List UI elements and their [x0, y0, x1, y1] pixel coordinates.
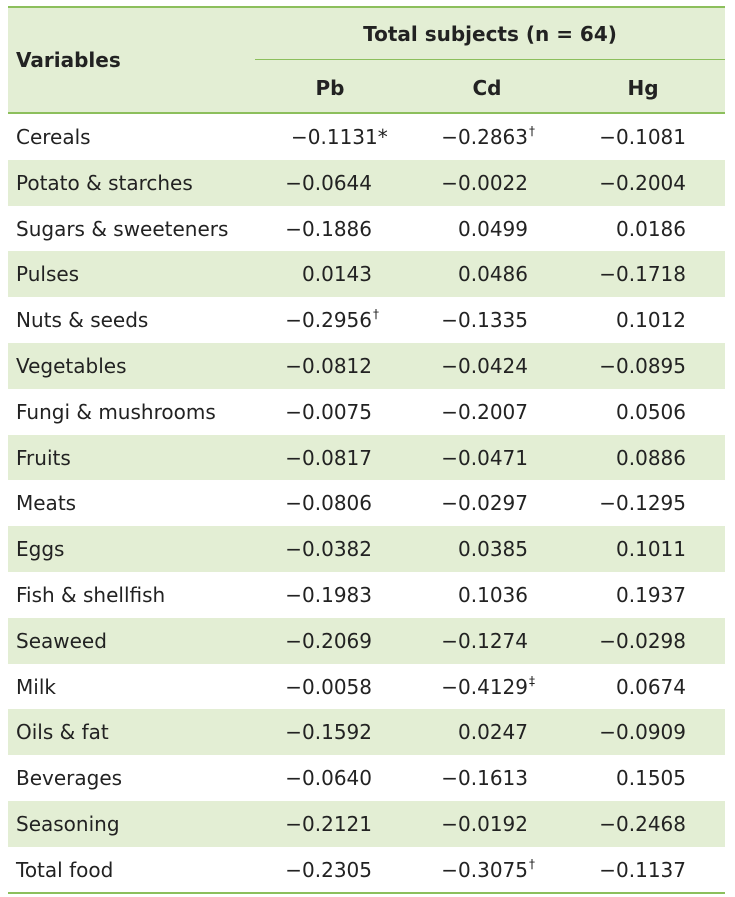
- cell-value: −0.1081: [599, 125, 686, 149]
- header-rule: [8, 112, 725, 114]
- row-label: Eggs: [16, 537, 65, 562]
- row-label: Seasoning: [16, 812, 120, 836]
- cell-value: −0.2004: [599, 170, 686, 195]
- cell-value: −0.0075: [285, 399, 372, 424]
- row-label: Beverages: [16, 766, 123, 791]
- cell-value: −0.3075 †: [438, 857, 535, 882]
- column-header: Hg: [627, 76, 659, 100]
- column-header: Pb: [315, 76, 345, 100]
- row-band: [8, 434, 725, 481]
- group-rule: [255, 59, 725, 60]
- cell-value: 0.0674: [616, 674, 686, 699]
- cell-value: 0.1937: [616, 583, 686, 607]
- cell-value: −0.0806: [285, 491, 372, 516]
- cell-value: −0.1137: [599, 857, 686, 882]
- cell-value: −0.1335: [441, 308, 528, 333]
- cell-value: −0.0022: [441, 170, 528, 195]
- cell-value: −0.0640: [285, 766, 372, 791]
- row-label: Total food: [16, 857, 114, 882]
- cell-value: −0.0812: [285, 354, 372, 378]
- cell-value: −0.0471: [441, 445, 528, 470]
- row-label: Meats: [16, 491, 77, 516]
- cell-value: 0.0247: [458, 720, 528, 745]
- cell-value: −0.0297: [441, 491, 528, 516]
- row-label: Seaweed: [16, 628, 107, 653]
- cell-value: −0.1983: [285, 583, 372, 607]
- row-band: [8, 343, 725, 389]
- cell-value: −0.1131*: [291, 125, 388, 149]
- cell-value: 0.0506: [616, 399, 686, 424]
- cell-value: −0.0192: [441, 812, 528, 836]
- cell-value: −0.0895: [599, 354, 686, 378]
- cell-value: 0.1012: [616, 308, 686, 333]
- cell-value: −0.2305: [285, 857, 372, 882]
- cell-value: −0.0298: [599, 628, 686, 653]
- cell-value: −0.1886: [285, 216, 372, 241]
- column-header: Cd: [472, 76, 502, 100]
- cell-value: −0.0382: [285, 537, 372, 562]
- cell-value: −0.2468: [599, 812, 686, 836]
- footnote-mark: †: [529, 124, 535, 138]
- cell-value: −0.1613: [441, 766, 528, 791]
- cell-value: −0.0058: [285, 674, 372, 699]
- row-label: Nuts & seeds: [16, 308, 149, 333]
- cell-value: 0.0486: [458, 262, 528, 287]
- cell-value: 0.0499: [458, 216, 528, 241]
- cell-value: 0.0143: [302, 262, 372, 287]
- cell-value: −0.1718: [599, 262, 686, 287]
- cell-value: −0.0424: [441, 354, 528, 378]
- cell-value: −0.1592: [285, 720, 372, 745]
- cell-value: 0.0385: [458, 537, 528, 562]
- row-band: [8, 617, 725, 664]
- footnote-mark: †: [529, 856, 535, 871]
- row-label: Fish & shellfish: [16, 583, 166, 607]
- row-label: Fruits: [16, 445, 71, 470]
- cell-value: 0.1505: [616, 766, 686, 791]
- footnote-mark: †: [373, 307, 379, 322]
- cell-value: −0.2121: [285, 812, 372, 836]
- cell-value: −0.4129 ‡: [438, 674, 535, 699]
- cell-value: −0.0644: [285, 170, 372, 195]
- cell-value: −0.0909: [599, 720, 686, 745]
- cell-value: −0.2069: [285, 628, 372, 653]
- row-label: Fungi & mushrooms: [16, 399, 216, 424]
- row-band: [8, 526, 725, 572]
- cell-value: −0.2863 †: [438, 124, 535, 149]
- row-band: [8, 251, 725, 298]
- bottom-rule: [8, 891, 725, 894]
- row-label: Potato & starches: [16, 170, 193, 195]
- cell-value: −0.0817: [285, 445, 372, 470]
- cell-value: −0.1274: [441, 628, 528, 653]
- row-label: Cereals: [16, 125, 91, 149]
- cell-value: 0.1011: [616, 537, 686, 562]
- top-rule: [8, 6, 725, 8]
- cell-value: 0.0886: [616, 445, 686, 470]
- cell-value: −0.1295: [599, 491, 686, 516]
- row-band: [8, 801, 725, 847]
- row-label: Vegetables: [16, 354, 127, 378]
- row-label: Oils & fat: [16, 720, 109, 745]
- header-band: [8, 7, 725, 113]
- header-cell: Variables: [16, 48, 121, 72]
- cell-value: −0.2956 †: [282, 307, 379, 332]
- cell-value: −0.2007: [441, 399, 528, 424]
- row-band: [8, 709, 725, 756]
- row-label: Sugars & sweeteners: [16, 216, 229, 241]
- row-label: Pulses: [16, 262, 80, 287]
- header-group: Total subjects (n = 64): [363, 22, 617, 46]
- row-band: [8, 159, 725, 206]
- cell-value: 0.0186: [616, 216, 686, 241]
- row-label: Milk: [16, 674, 56, 699]
- footnote-mark: ‡: [529, 673, 535, 688]
- cell-value: 0.1036: [458, 583, 528, 607]
